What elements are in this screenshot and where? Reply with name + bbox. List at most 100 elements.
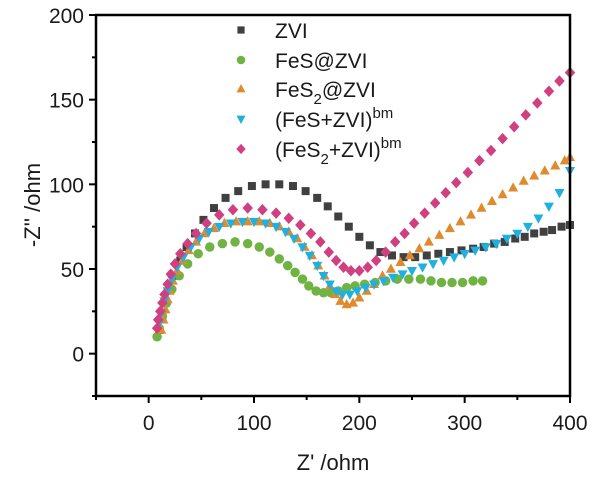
data-point bbox=[512, 229, 523, 239]
legend-label: (FeS+ZVI)bm bbox=[275, 105, 393, 132]
data-point bbox=[247, 182, 256, 191]
legend: ZVI FeS@ZVI FeS2@ZVI(FeS+ZVI)bm (FeS2+ZVI)b… bbox=[236, 20, 402, 168]
data-point bbox=[550, 160, 561, 170]
data-point bbox=[455, 216, 466, 226]
data-point bbox=[480, 243, 491, 253]
data-point bbox=[491, 239, 502, 250]
data-point bbox=[450, 176, 462, 189]
data-point bbox=[152, 331, 162, 342]
data-point bbox=[209, 204, 218, 213]
legend-item: FeS@ZVI bbox=[236, 50, 368, 73]
data-point bbox=[290, 267, 300, 278]
data-marks bbox=[151, 66, 576, 342]
data-point bbox=[305, 227, 317, 240]
data-point bbox=[205, 242, 215, 252]
data-point bbox=[445, 248, 454, 257]
data-point bbox=[557, 222, 566, 231]
data-point bbox=[462, 166, 474, 179]
data-point bbox=[457, 277, 468, 288]
data-point bbox=[261, 180, 270, 189]
data-point bbox=[159, 288, 170, 301]
data-point bbox=[404, 274, 414, 284]
data-point bbox=[151, 322, 163, 335]
data-point bbox=[407, 266, 417, 277]
x-tick-label: 200 bbox=[342, 412, 377, 435]
legend-marker bbox=[236, 115, 246, 124]
x-tick-label: 400 bbox=[552, 412, 587, 435]
data-point bbox=[221, 193, 230, 202]
data-point bbox=[203, 227, 214, 238]
legend-label: FeS@ZVI bbox=[275, 50, 368, 73]
x-axis-title: Z' /ohm bbox=[297, 450, 370, 475]
data-point bbox=[288, 182, 297, 191]
data-point bbox=[355, 232, 364, 241]
data-point bbox=[508, 121, 520, 133]
data-point bbox=[487, 195, 498, 206]
data-point bbox=[415, 274, 426, 284]
data-point bbox=[500, 237, 509, 246]
legend-marker bbox=[237, 26, 245, 34]
data-point bbox=[380, 246, 391, 258]
data-point bbox=[193, 249, 203, 259]
data-point bbox=[520, 109, 532, 121]
data-point bbox=[533, 214, 544, 224]
data-point bbox=[214, 222, 225, 233]
data-point bbox=[438, 256, 449, 267]
data-point bbox=[334, 212, 343, 221]
data-point bbox=[548, 226, 557, 235]
legend-item: (FeS+ZVI)bm bbox=[236, 105, 393, 132]
data-point bbox=[360, 283, 371, 294]
data-point bbox=[436, 277, 447, 288]
data-point bbox=[399, 227, 410, 240]
data-point bbox=[389, 236, 401, 248]
data-point bbox=[199, 215, 208, 224]
data-point bbox=[376, 248, 385, 257]
data-point bbox=[313, 193, 322, 202]
data-point bbox=[423, 236, 434, 246]
data-point bbox=[260, 219, 271, 229]
data-point bbox=[201, 217, 212, 230]
data-point bbox=[520, 232, 529, 241]
data-point bbox=[297, 274, 308, 284]
data-point bbox=[304, 281, 314, 291]
data-point bbox=[385, 263, 396, 273]
data-point bbox=[304, 251, 315, 261]
data-point bbox=[426, 276, 436, 286]
data-point bbox=[387, 251, 396, 260]
data-point bbox=[183, 244, 194, 255]
data-point bbox=[485, 144, 497, 157]
data-point bbox=[257, 203, 268, 216]
data-point bbox=[335, 295, 346, 305]
data-point bbox=[297, 243, 308, 253]
data-point bbox=[344, 222, 353, 231]
data-point bbox=[508, 182, 519, 192]
data-point bbox=[444, 222, 455, 233]
data-point bbox=[270, 207, 282, 219]
data-point bbox=[501, 234, 512, 245]
data-point bbox=[399, 253, 408, 262]
data-point bbox=[370, 254, 382, 267]
data-point bbox=[497, 132, 508, 145]
data-point bbox=[155, 305, 166, 318]
data-point bbox=[474, 154, 485, 167]
data-point bbox=[341, 282, 352, 293]
data-point bbox=[554, 75, 565, 87]
data-point bbox=[539, 165, 550, 175]
legend-label: ZVI bbox=[275, 20, 308, 43]
data-point bbox=[408, 217, 420, 230]
data-point bbox=[169, 258, 181, 270]
data-point bbox=[414, 243, 425, 253]
data-point bbox=[225, 219, 236, 229]
legend-item: FeS2@ZVI bbox=[236, 79, 376, 108]
data-point bbox=[295, 219, 306, 231]
data-point bbox=[237, 217, 248, 228]
data-point bbox=[265, 247, 275, 257]
data-point bbox=[428, 260, 439, 270]
legend-item: (FeS2+ZVI)bm bbox=[236, 135, 402, 168]
legend-marker bbox=[236, 143, 246, 155]
data-point bbox=[365, 241, 374, 250]
y-tick-label: 0 bbox=[72, 344, 84, 367]
data-point bbox=[459, 250, 470, 260]
data-point bbox=[345, 264, 357, 277]
